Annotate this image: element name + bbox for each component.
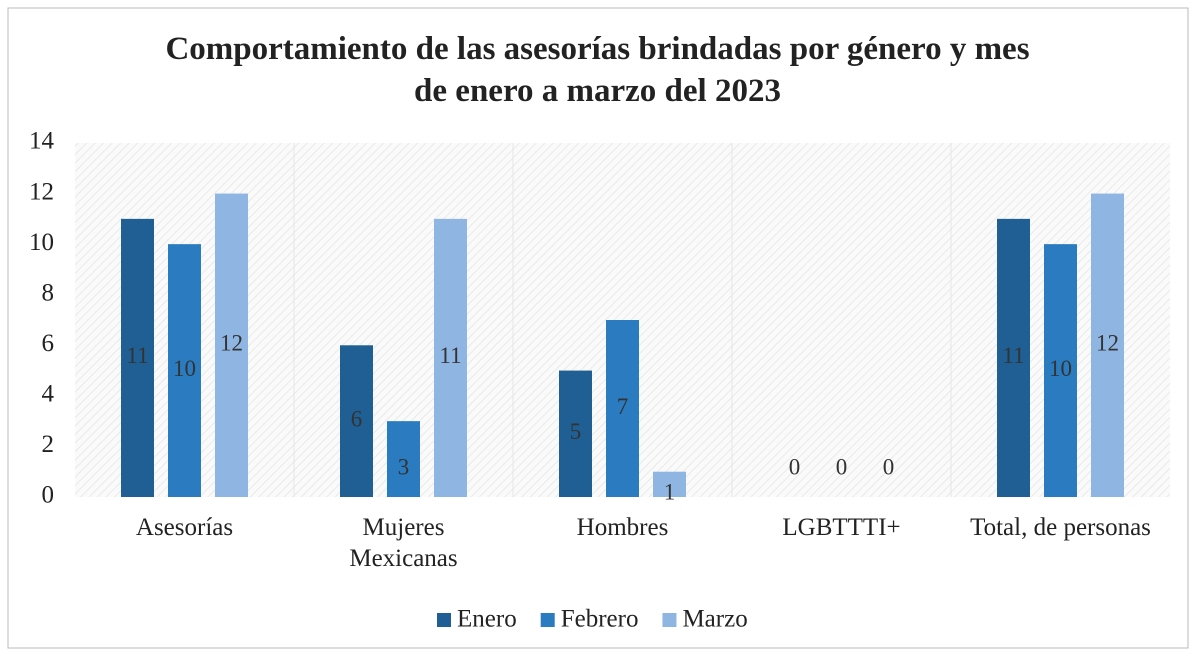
data-label: 11 (439, 343, 461, 368)
data-label: 0 (789, 454, 801, 479)
bar (340, 345, 373, 497)
bar (559, 370, 592, 497)
data-label: 5 (570, 419, 582, 444)
data-label: 11 (126, 343, 148, 368)
y-tick-label: 14 (29, 128, 55, 155)
data-label: 0 (883, 454, 895, 479)
legend-label: Febrero (561, 606, 639, 633)
y-tick-label: 4 (42, 381, 55, 408)
x-tick-label: Hombres (576, 514, 669, 541)
bar (1044, 244, 1077, 497)
bar (121, 218, 154, 497)
legend-swatch (437, 613, 451, 627)
x-tick-label: Asesorías (135, 514, 234, 541)
chart-title: Comportamiento de las asesorías brindada… (165, 31, 1030, 109)
data-label: 12 (220, 331, 243, 356)
bar (387, 421, 420, 497)
data-label: 10 (1049, 356, 1072, 381)
x-tick-label: Mujeres Mexicanas (349, 514, 458, 572)
bar (653, 471, 686, 497)
y-tick-label: 6 (42, 330, 55, 357)
y-tick-label: 0 (42, 482, 55, 509)
bar (1091, 193, 1124, 498)
data-label: 6 (351, 406, 363, 431)
x-tick-label: Total, de personas (970, 514, 1151, 541)
data-label: 0 (836, 454, 848, 479)
frame (7, 7, 1189, 649)
legend-swatch (662, 613, 677, 627)
bar (215, 193, 248, 498)
legend-swatch (540, 613, 555, 627)
bar (168, 244, 201, 497)
data-label: 3 (398, 454, 410, 479)
y-tick-label: 10 (29, 229, 54, 256)
data-label: 1 (664, 480, 676, 505)
bar (997, 218, 1030, 497)
legend-label: Marzo (682, 606, 747, 633)
legend-label: Enero (457, 606, 517, 633)
data-label: 10 (173, 356, 196, 381)
data-label: 11 (1002, 343, 1024, 368)
y-tick-label: 8 (42, 279, 55, 306)
data-label: 12 (1096, 331, 1119, 356)
x-tick-label: LGBTTTI+ (782, 514, 901, 541)
bar (606, 320, 639, 497)
bar (434, 218, 467, 497)
data-label: 7 (617, 394, 629, 419)
y-tick-label: 12 (29, 178, 54, 205)
y-tick-label: 2 (42, 431, 55, 458)
